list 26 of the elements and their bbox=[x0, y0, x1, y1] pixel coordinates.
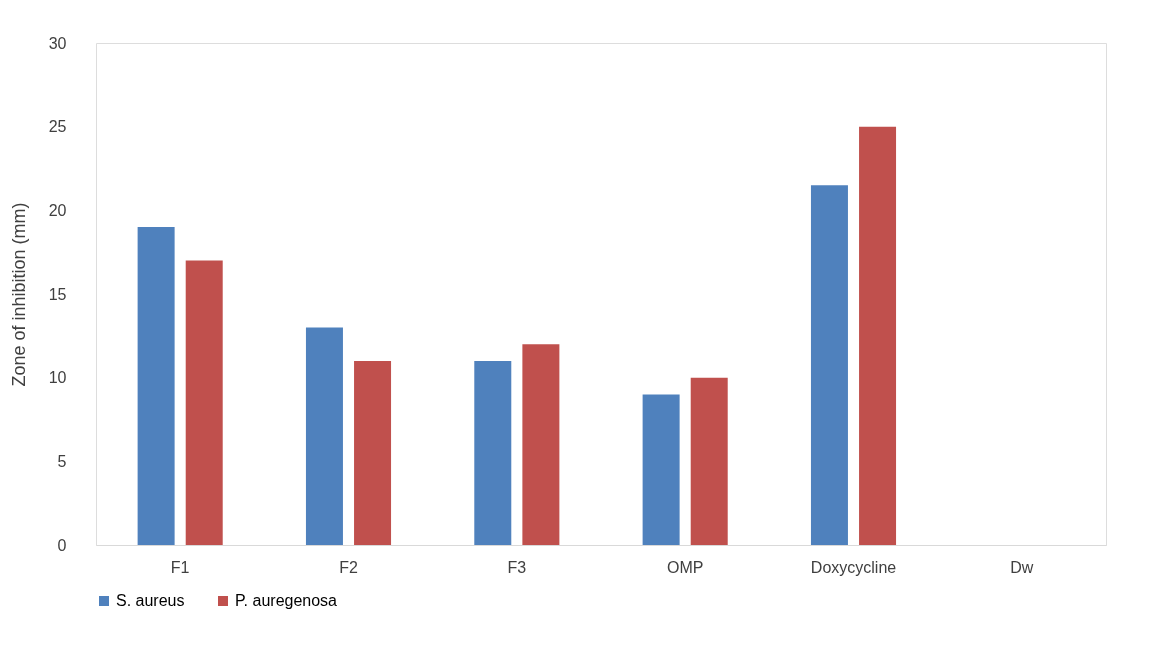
y-tick-label: 10 bbox=[48, 369, 67, 387]
bar bbox=[642, 394, 680, 545]
bar bbox=[690, 377, 728, 545]
y-tick-label: 0 bbox=[57, 536, 67, 554]
bar bbox=[354, 360, 392, 545]
y-tick-label: 5 bbox=[57, 452, 67, 470]
y-tick-label: 15 bbox=[48, 285, 67, 303]
y-tick-label: 20 bbox=[48, 201, 67, 219]
x-tick-label: Doxycycline bbox=[810, 558, 897, 576]
bar bbox=[137, 227, 175, 545]
bar bbox=[305, 327, 343, 545]
y-axis-title: Zone of inhibition (mm) bbox=[8, 202, 29, 387]
bar bbox=[859, 126, 897, 545]
bar bbox=[185, 260, 223, 545]
bar bbox=[522, 344, 560, 545]
legend-label: P. auregenosa bbox=[235, 592, 338, 609]
y-tick-label: 25 bbox=[48, 118, 67, 136]
x-tick-label: F1 bbox=[170, 558, 190, 576]
bar bbox=[810, 185, 848, 545]
x-tick-label: F2 bbox=[339, 558, 358, 576]
bar bbox=[474, 360, 512, 545]
x-tick-label: OMP bbox=[666, 558, 704, 576]
y-tick-label: 30 bbox=[48, 34, 67, 52]
legend-label: S. aureus bbox=[116, 592, 185, 609]
x-tick-label: Dw bbox=[1010, 558, 1034, 576]
x-tick-label: F3 bbox=[507, 558, 527, 576]
